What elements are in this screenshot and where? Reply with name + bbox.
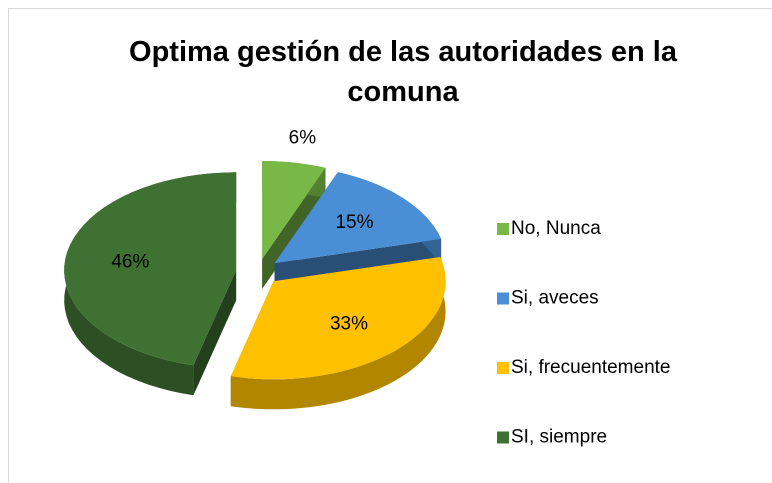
chart-title: Optima gestión de las autoridades en la … — [129, 36, 677, 108]
legend-label: SI, siempre — [511, 427, 607, 448]
data-label: 6% — [289, 128, 317, 149]
slice-side — [193, 270, 237, 396]
legend-swatch — [497, 431, 509, 444]
legend-label: Si, frecuentemente — [511, 357, 670, 378]
data-label: 46% — [111, 252, 149, 273]
slice-edge — [230, 257, 446, 410]
slice — [64, 172, 237, 366]
slice — [230, 257, 446, 380]
chart-frame — [8, 8, 772, 483]
legend-label: Si, aveces — [511, 288, 599, 309]
data-label: 15% — [335, 212, 373, 233]
slice — [262, 161, 326, 259]
legend-swatch — [497, 362, 509, 374]
data-label: 33% — [330, 313, 368, 334]
slice — [274, 172, 442, 264]
legend-swatch — [497, 223, 509, 235]
legend-label: No, Nunca — [511, 218, 601, 239]
legend-swatch — [497, 292, 509, 305]
